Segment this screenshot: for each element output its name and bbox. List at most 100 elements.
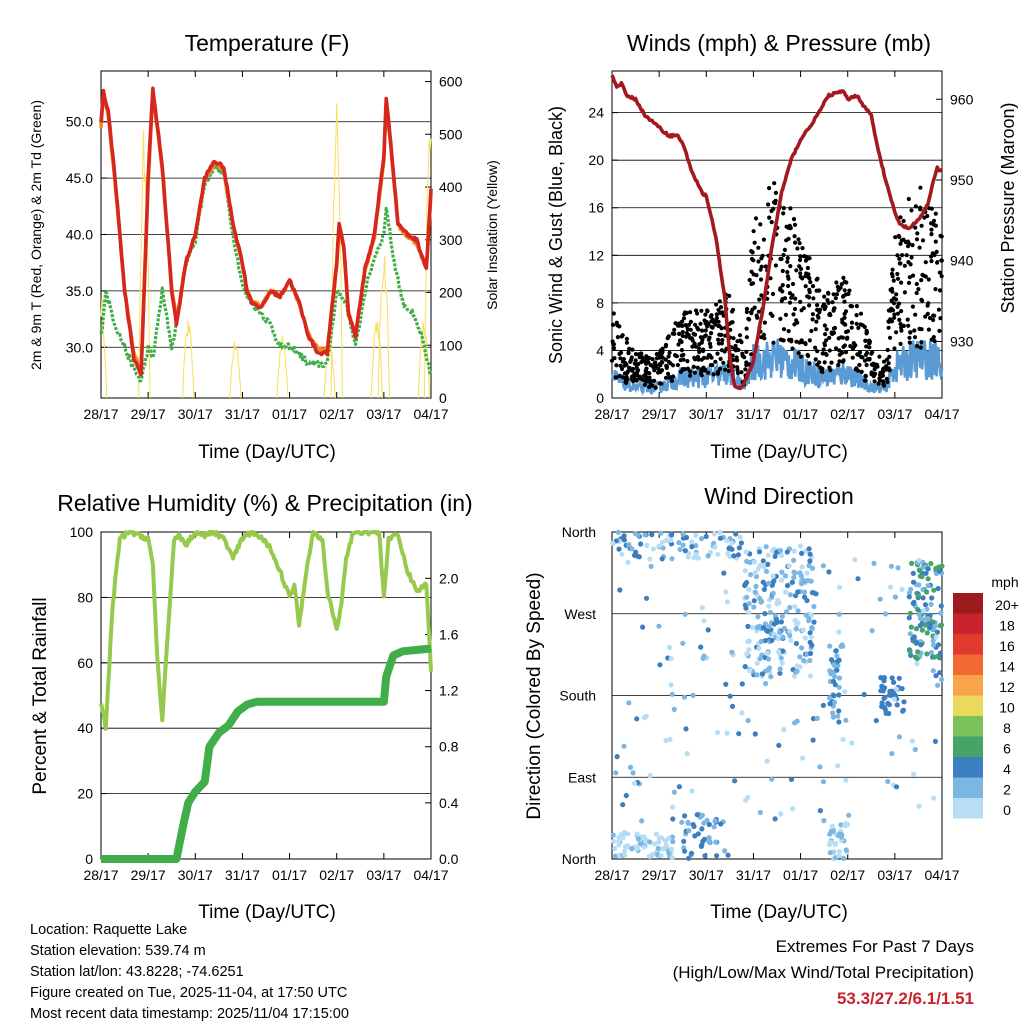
gust-point [749, 256, 755, 262]
colorbar-label: 14 [999, 659, 1015, 675]
direction-point [938, 676, 945, 683]
direction-point [705, 627, 711, 633]
direction-point [713, 839, 719, 845]
gust-point [737, 333, 743, 338]
solar-spike [377, 255, 390, 399]
gust-point [881, 379, 886, 384]
x-tick-label: 28/17 [83, 406, 118, 422]
gust-point [918, 345, 923, 350]
direction-point [747, 559, 753, 566]
direction-point [906, 615, 912, 621]
x-tick-label: 01/17 [272, 406, 307, 422]
direction-point [804, 570, 810, 576]
y-tick-label: 30.0 [66, 339, 93, 355]
direction-point [680, 535, 687, 541]
direction-point [881, 704, 887, 710]
gust-point [768, 311, 773, 316]
y2-tick-label: 950 [950, 172, 974, 188]
plot-frame [100, 531, 432, 860]
direction-point [820, 702, 827, 709]
direction-point [797, 654, 803, 660]
direction-point [712, 818, 718, 824]
direction-points [610, 529, 945, 862]
gust-point [895, 304, 900, 309]
direction-point [817, 764, 823, 770]
gust-point [854, 321, 859, 326]
direction-point [742, 568, 748, 574]
direction-point [775, 649, 782, 655]
gust-point [810, 284, 816, 289]
gust-point [857, 362, 862, 368]
direction-point [887, 584, 894, 590]
extremes-subtitle: (High/Low/Max Wind/Total Precipitation) [672, 963, 974, 982]
direction-point [889, 675, 895, 681]
gust-point [660, 355, 665, 360]
temp-2m-line [99, 86, 433, 377]
direction-point [643, 595, 650, 601]
gust-point [937, 270, 943, 275]
gust-point [746, 316, 751, 321]
direction-point [766, 603, 772, 609]
gust-point [929, 232, 934, 237]
gust-point [825, 298, 830, 303]
direction-point [908, 586, 914, 592]
gust-point [824, 338, 829, 343]
direction-point [919, 574, 925, 580]
y-tick-label: North [562, 524, 596, 540]
gust-point [790, 346, 795, 351]
direction-point [615, 529, 622, 535]
gust-point [696, 346, 702, 351]
gust-point [701, 347, 706, 352]
gust-point [872, 379, 877, 384]
gust-point [887, 335, 893, 340]
gust-point [840, 317, 845, 322]
gust-point [936, 307, 942, 312]
gust-point [617, 351, 622, 356]
y2-tick-label: 600 [439, 74, 463, 90]
y-tick-label: South [559, 688, 596, 704]
gust-point [913, 204, 919, 209]
gust-point [830, 300, 835, 305]
gust-point [758, 277, 764, 282]
gust-point [918, 205, 923, 210]
direction-point [752, 589, 758, 595]
direction-point [643, 713, 649, 719]
direction-point [616, 842, 622, 848]
gust-point [627, 346, 632, 351]
direction-point [771, 621, 778, 627]
gust-point [612, 356, 617, 361]
direction-point [910, 579, 917, 585]
direction-point [703, 533, 709, 540]
direction-point [771, 578, 777, 584]
gust-point [796, 237, 801, 242]
gust-point [842, 288, 847, 293]
gust-point [842, 343, 848, 348]
direction-point [931, 654, 937, 660]
gust-point [685, 359, 690, 364]
direction-point [768, 674, 774, 680]
direction-point [685, 820, 691, 826]
x-tick-label: 03/17 [366, 867, 401, 883]
gust-point [763, 264, 768, 269]
direction-point [614, 754, 620, 760]
direction-point [801, 589, 808, 595]
direction-point [701, 836, 708, 843]
gust-point [807, 303, 812, 308]
direction-point [663, 844, 669, 850]
direction-point [788, 637, 794, 643]
y-tick-label: 20 [77, 786, 93, 802]
gust-point [699, 308, 704, 313]
gust-point [810, 312, 816, 317]
direction-point [682, 611, 688, 617]
gust-point [707, 335, 712, 340]
direction-point [706, 835, 712, 841]
gust-point [841, 275, 846, 280]
y2-tick-label: 930 [950, 333, 974, 349]
gust-point [735, 367, 740, 373]
gust-point [766, 202, 771, 207]
gust-point [751, 229, 756, 234]
direction-point [889, 751, 895, 757]
gust-point [759, 335, 764, 340]
direction-point [834, 667, 840, 673]
gust-point [718, 305, 724, 310]
